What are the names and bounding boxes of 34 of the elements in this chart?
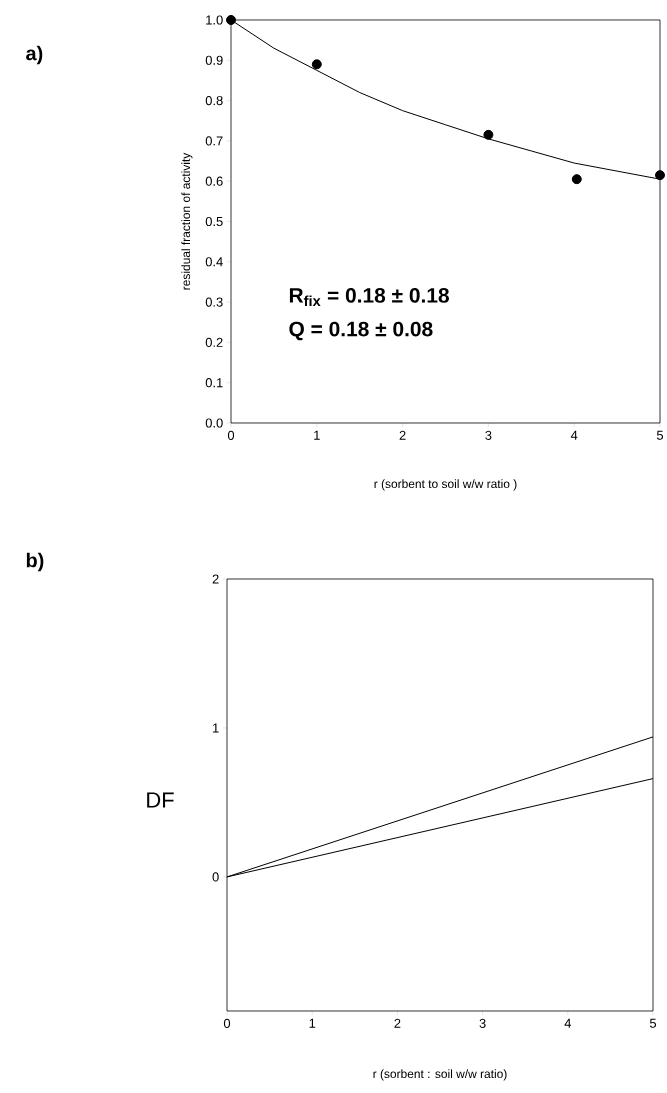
x-tick-label: 4 [570,430,578,440]
x-tick-label: 1 [314,430,320,440]
y-tick-label: 0.1 [205,378,223,388]
y-tick-label: 0.4 [205,257,223,267]
y-tick-label: 0.0 [205,418,223,428]
y-tick-label: 0.9 [205,55,223,65]
y-axis-title: DF [147,792,174,808]
x-tick-label: 0 [223,1018,231,1028]
annotation: R$_{fix}$ = 0.18 ± 0.18 [289,287,449,307]
y-tick-label: 0.6 [205,176,223,186]
x-tick-label: 2 [394,1018,401,1028]
x-tick-label: 1 [309,1018,316,1028]
x-axis-title: r (sorbent : soil w/w ratio) [373,1069,507,1081]
text: a) [26,45,43,65]
y-tick-label: 0.3 [205,297,223,307]
y-tick-label: 1 [213,723,219,733]
x-axis-title: r (sorbent to soil w/w ratio ) [374,479,517,491]
y-tick-label: 0.7 [205,136,223,146]
y-tick-label: 2 [212,574,219,584]
y-axis-title: residual fraction of activity [181,152,193,290]
y-tick-label: 0.8 [205,95,223,106]
x-tick-label: 3 [479,1018,486,1028]
text: b) [26,552,44,572]
x-tick-label: 5 [656,430,664,440]
x-tick-label: 5 [649,1018,657,1028]
x-tick-label: 4 [564,1018,572,1028]
y-tick-label: 0 [212,872,219,882]
annotation: Q = 0.18 ± 0.08 [289,321,433,341]
y-tick-label: 0.2 [205,337,223,347]
y-tick-label: 1.0 [206,15,223,25]
y-tick-label: 0.5 [205,216,223,227]
x-tick-label: 0 [227,430,235,440]
x-tick-label: 3 [485,430,492,440]
x-tick-label: 2 [399,430,406,440]
